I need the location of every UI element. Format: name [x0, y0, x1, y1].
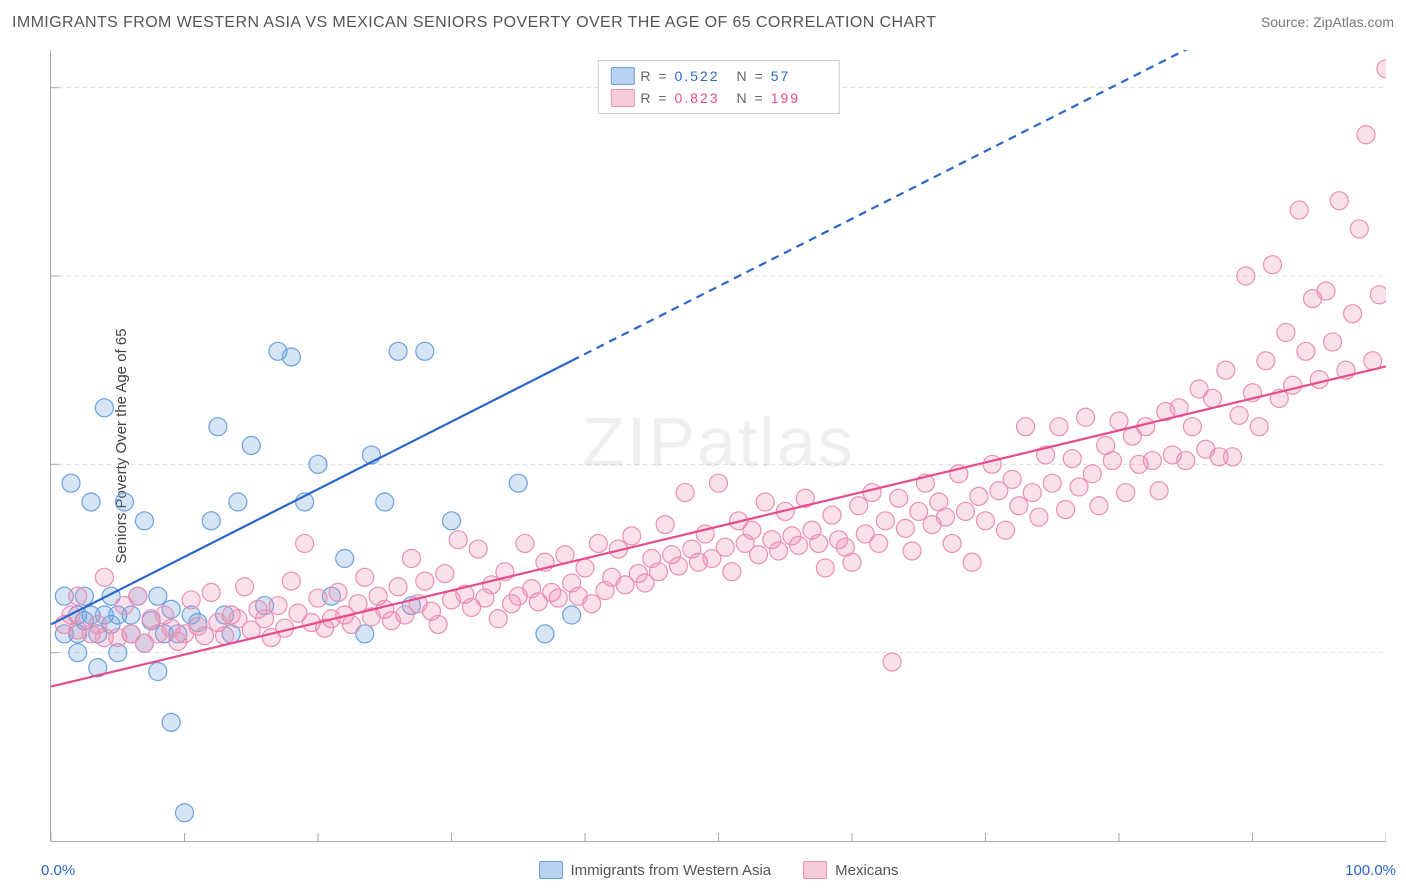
- legend-label-blue: Immigrants from Western Asia: [571, 862, 772, 879]
- legend-item-pink: Mexicans: [803, 861, 898, 879]
- n-label: N =: [737, 87, 765, 109]
- legend-item-blue: Immigrants from Western Asia: [539, 861, 772, 879]
- correlation-legend: R = 0.522 N = 57 R = 0.823 N = 199: [597, 60, 839, 114]
- series-legend: Immigrants from Western Asia Mexicans: [539, 861, 899, 879]
- chart-container: IMMIGRANTS FROM WESTERN ASIA VS MEXICAN …: [0, 0, 1406, 892]
- chart-title: IMMIGRANTS FROM WESTERN ASIA VS MEXICAN …: [12, 14, 936, 32]
- plot-area: ZIPatlas R = 0.522 N = 57 R = 0.823 N = …: [50, 50, 1386, 842]
- r-label: R =: [640, 65, 668, 87]
- r-label: R =: [640, 87, 668, 109]
- x-tick-0: 0.0%: [41, 862, 75, 879]
- legend-swatch-blue-icon: [539, 861, 563, 879]
- legend-swatch-pink: [610, 89, 634, 107]
- legend-swatch-pink-icon: [803, 861, 827, 879]
- legend-swatch-blue: [610, 67, 634, 85]
- source-label: Source: ZipAtlas.com: [1261, 14, 1394, 30]
- r-value-blue: 0.522: [675, 65, 731, 87]
- n-value-pink: 199: [771, 87, 827, 109]
- n-value-blue: 57: [771, 65, 827, 87]
- legend-row-blue: R = 0.522 N = 57: [610, 65, 826, 87]
- x-tick-100: 100.0%: [1345, 862, 1396, 879]
- n-label: N =: [737, 65, 765, 87]
- scatter-svg: [51, 50, 1386, 841]
- r-value-pink: 0.823: [675, 87, 731, 109]
- legend-row-pink: R = 0.823 N = 199: [610, 87, 826, 109]
- legend-label-pink: Mexicans: [835, 862, 898, 879]
